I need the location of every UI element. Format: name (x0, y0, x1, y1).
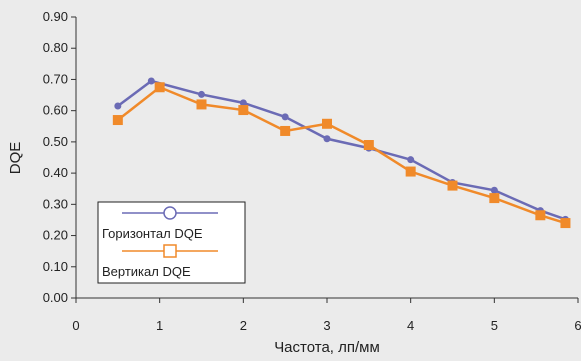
data-point (535, 210, 546, 221)
data-point (560, 218, 571, 229)
data-point (198, 90, 205, 98)
y-axis-title: DQE (7, 142, 24, 175)
x-tick-label: 1 (156, 318, 163, 333)
data-point (147, 77, 155, 85)
data-point (281, 113, 289, 121)
data-point (239, 99, 247, 107)
series-line (117, 85, 566, 225)
data-point (112, 115, 123, 126)
data-point (280, 125, 291, 136)
data-point (154, 82, 165, 93)
y-tick-label: 0.90 (43, 9, 68, 24)
legend-item-1: Горизонтал DQE (102, 206, 218, 241)
legend-marker (163, 244, 177, 258)
legend-items: Горизонтал DQE Вертикал DQE (102, 206, 218, 279)
data-point (238, 105, 249, 116)
series-2 (112, 82, 571, 229)
legend-label: Горизонтал DQE (102, 226, 203, 241)
data-point (322, 118, 332, 129)
y-tick-label: 0.60 (43, 103, 68, 118)
y-tick-label: 0.30 (43, 196, 68, 211)
x-tick-label: 0 (72, 318, 79, 333)
data-point (447, 180, 458, 191)
series-line (117, 79, 566, 221)
x-tick-label: 5 (491, 318, 498, 333)
x-tick-label: 6 (574, 318, 581, 333)
y-tick-label: 0.80 (43, 40, 68, 55)
y-tick-label: 0.70 (43, 71, 68, 86)
data-point (114, 102, 122, 110)
data-point (196, 99, 207, 110)
legend-label: Вертикал DQE (102, 264, 191, 279)
x-axis-ticks: 0 1 2 3 4 5 6 (72, 298, 581, 333)
x-tick-label: 3 (323, 318, 330, 333)
data-point (489, 193, 500, 204)
x-axis-title: Частота, лп/мм (274, 339, 380, 356)
data-point (490, 186, 498, 194)
legend-marker (163, 206, 177, 220)
series-layer (112, 77, 571, 229)
data-point (407, 156, 415, 164)
x-tick-label: 4 (407, 318, 414, 333)
y-tick-label: 0.00 (43, 290, 68, 305)
y-axis-ticks: 0.00 0.10 0.20 0.30 0.40 0.50 0.60 0.70 0.80 0.90 (43, 9, 76, 305)
y-tick-label: 0.20 (43, 228, 68, 243)
data-point (363, 140, 374, 151)
y-tick-label: 0.50 (43, 134, 68, 149)
data-point (405, 166, 416, 177)
data-point (323, 135, 331, 143)
legend-item-2: Вертикал DQE (102, 244, 218, 279)
x-tick-label: 2 (240, 318, 247, 333)
y-tick-label: 0.10 (43, 259, 68, 274)
y-tick-label: 0.40 (43, 165, 68, 180)
legend: Горизонтал DQE Вертикал DQE (97, 201, 246, 284)
